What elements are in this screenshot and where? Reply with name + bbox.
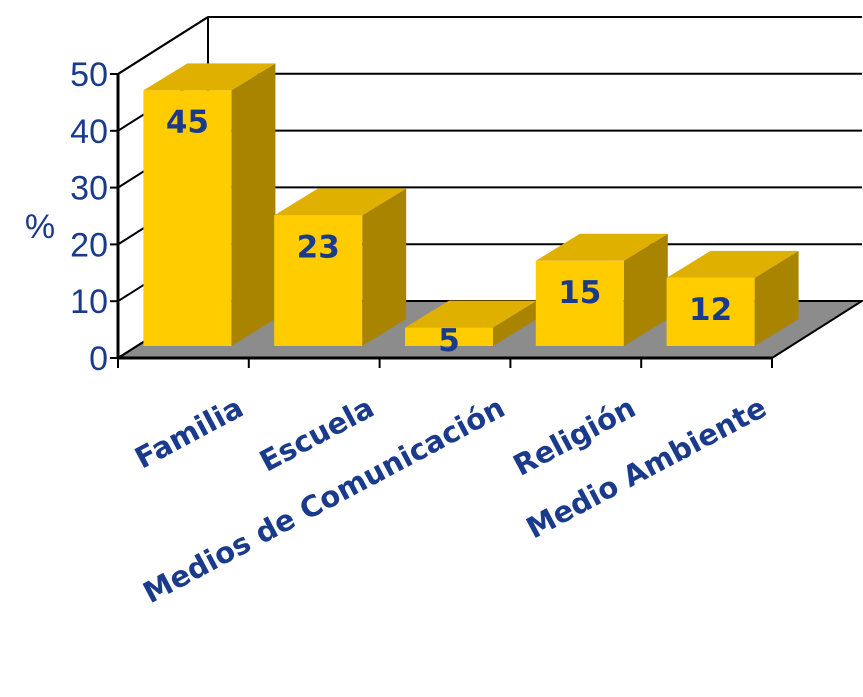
data-label: 15 [558, 275, 601, 311]
bar [405, 300, 537, 346]
bar-front-face [535, 260, 624, 346]
bar-top-face [535, 233, 668, 261]
bar [535, 233, 668, 346]
gridline-side [117, 16, 209, 75]
x-category-label: Medio Ambiente [521, 390, 772, 545]
data-label: 45 [166, 104, 209, 140]
y-tick-label: 40 [70, 113, 108, 151]
x-category-label: Familia [129, 390, 249, 475]
bar-top-face [143, 63, 276, 91]
y-tick-label: 10 [70, 283, 108, 321]
data-label: 5 [438, 323, 460, 359]
axes: 0 10 20 30 40 50% [25, 56, 773, 378]
bar [274, 188, 407, 346]
y-tick-label: 0 [89, 340, 108, 378]
bar-top-face [666, 250, 799, 278]
bar-front-face [405, 327, 493, 346]
bar [143, 63, 276, 347]
data-label: 23 [297, 229, 340, 265]
bar-side-face [623, 233, 668, 346]
data-label: 12 [689, 292, 732, 328]
bar-front-face [666, 277, 755, 346]
bars [143, 63, 799, 347]
bar-front-face [274, 215, 363, 346]
bar-side-face [231, 63, 276, 347]
bar-side-face [493, 300, 537, 346]
bar-side-face [754, 250, 799, 346]
bar [666, 250, 799, 346]
bar-side-face [362, 188, 407, 346]
bar-top-face [405, 300, 537, 328]
y-axis-title: % [25, 208, 55, 246]
bar-top-face [274, 188, 407, 216]
bar-front-face [143, 90, 232, 347]
y-tick-label: 30 [70, 170, 108, 208]
y-tick-label: 20 [70, 226, 108, 264]
y-tick-label: 50 [70, 56, 108, 94]
